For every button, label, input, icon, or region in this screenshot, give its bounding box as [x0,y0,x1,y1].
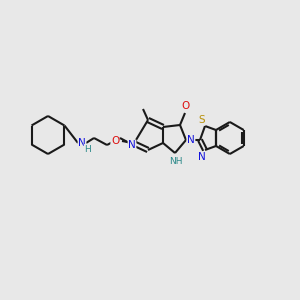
Text: N: N [198,152,206,162]
Text: N: N [187,135,195,145]
Text: N: N [78,138,86,148]
Text: O: O [111,136,119,146]
Text: H: H [84,145,91,154]
Text: S: S [199,115,205,125]
Text: NH: NH [169,158,183,166]
Text: O: O [182,101,190,111]
Text: N: N [128,140,136,150]
